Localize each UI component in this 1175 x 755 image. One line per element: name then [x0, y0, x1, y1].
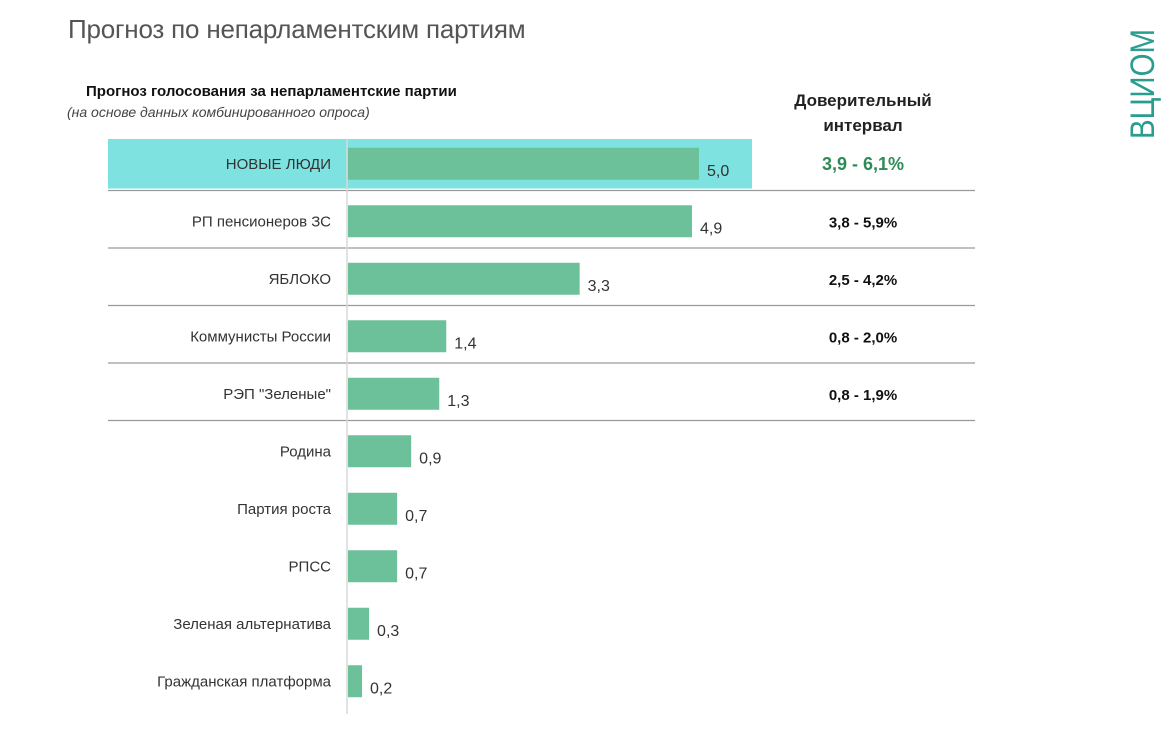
bar	[348, 607, 370, 640]
page-title: Прогноз по непарламентским партиям	[68, 14, 526, 44]
category-label: Зеленая альтернатива	[173, 616, 331, 633]
confidence-interval-value: 0,8 - 1,9%	[829, 387, 897, 404]
value-label: 4,9	[700, 220, 722, 237]
bar	[348, 262, 580, 295]
confidence-interval-value: 0,8 - 2,0%	[829, 329, 897, 346]
bar	[348, 492, 398, 525]
category-label: РПСС	[289, 558, 332, 575]
chart-title: Прогноз голосования за непарламентские п…	[86, 83, 457, 100]
value-label: 0,7	[405, 508, 427, 525]
vciom-logo: ВЦИОМ	[1124, 29, 1162, 139]
category-label: РЭП "Зеленые"	[223, 386, 331, 403]
bar	[348, 320, 447, 353]
bar	[348, 435, 412, 468]
value-label: 5,0	[707, 163, 729, 180]
category-label: РП пенсионеров ЗС	[192, 213, 331, 230]
value-label: 1,3	[447, 393, 469, 410]
value-label: 0,2	[370, 680, 392, 697]
value-label: 0,7	[405, 565, 427, 582]
value-label: 0,3	[377, 623, 399, 640]
bar	[348, 665, 363, 698]
category-label: Родина	[280, 443, 332, 460]
bar	[348, 377, 440, 410]
confidence-interval-value: 3,9 - 6,1%	[822, 154, 904, 174]
category-label: Гражданская платформа	[157, 673, 331, 690]
category-label: ЯБЛОКО	[269, 271, 331, 288]
category-label: Партия роста	[237, 501, 332, 518]
bar	[348, 205, 692, 238]
chart-subtitle: (на основе данных комбинированного опрос…	[67, 104, 370, 120]
bar	[348, 550, 398, 583]
confidence-interval-value: 2,5 - 4,2%	[829, 272, 897, 289]
confidence-interval-header: Доверительный интервал	[794, 91, 932, 135]
category-label: НОВЫЕ ЛЮДИ	[226, 156, 331, 173]
vciom-logo-text: ВЦИОМ	[1124, 29, 1162, 139]
value-label: 3,3	[588, 278, 610, 295]
bar	[348, 147, 699, 180]
category-label: Коммунисты России	[190, 328, 331, 345]
confidence-interval-value: 3,8 - 5,9%	[829, 214, 897, 231]
value-label: 1,4	[454, 335, 476, 352]
value-label: 0,9	[419, 450, 441, 467]
